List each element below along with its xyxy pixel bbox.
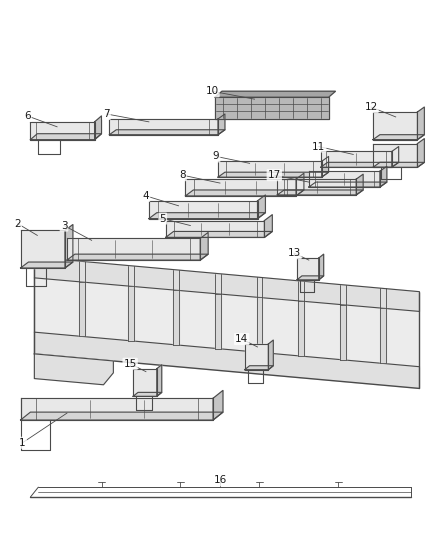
Polygon shape — [417, 107, 424, 140]
Polygon shape — [245, 366, 273, 370]
Text: 14: 14 — [235, 334, 248, 344]
Polygon shape — [149, 201, 258, 219]
Polygon shape — [30, 122, 95, 140]
Polygon shape — [110, 130, 225, 135]
Text: 15: 15 — [124, 359, 137, 369]
Polygon shape — [298, 301, 304, 356]
Polygon shape — [34, 278, 420, 367]
Text: 3: 3 — [61, 221, 67, 231]
Polygon shape — [215, 294, 221, 349]
Polygon shape — [218, 161, 321, 177]
Polygon shape — [268, 340, 273, 370]
Text: 13: 13 — [287, 248, 300, 258]
Polygon shape — [373, 135, 424, 140]
Text: 11: 11 — [312, 142, 325, 151]
Polygon shape — [319, 254, 324, 280]
Text: 9: 9 — [213, 151, 219, 161]
Text: 4: 4 — [143, 191, 149, 201]
Text: 10: 10 — [205, 86, 219, 96]
Polygon shape — [133, 392, 162, 397]
Text: 5: 5 — [159, 214, 166, 224]
Polygon shape — [373, 112, 417, 140]
Polygon shape — [296, 173, 304, 196]
Polygon shape — [133, 369, 157, 397]
Polygon shape — [218, 172, 328, 177]
Text: 8: 8 — [179, 170, 186, 180]
Polygon shape — [380, 166, 387, 187]
Polygon shape — [321, 156, 328, 177]
Polygon shape — [417, 139, 424, 167]
Polygon shape — [297, 276, 324, 280]
Polygon shape — [245, 344, 268, 370]
Polygon shape — [297, 258, 319, 280]
Polygon shape — [258, 195, 265, 219]
Polygon shape — [309, 182, 387, 187]
Polygon shape — [67, 254, 208, 260]
Polygon shape — [166, 221, 265, 237]
Polygon shape — [67, 238, 200, 260]
Polygon shape — [213, 390, 223, 420]
Polygon shape — [380, 308, 386, 364]
Polygon shape — [21, 262, 73, 268]
Polygon shape — [34, 354, 113, 385]
Text: 17: 17 — [268, 170, 281, 180]
Polygon shape — [21, 398, 213, 420]
Polygon shape — [95, 116, 102, 140]
Text: 12: 12 — [364, 102, 378, 112]
Polygon shape — [185, 190, 304, 196]
Polygon shape — [65, 224, 73, 268]
Polygon shape — [157, 365, 162, 397]
Polygon shape — [149, 213, 265, 219]
Polygon shape — [356, 174, 363, 195]
Polygon shape — [392, 147, 399, 167]
Polygon shape — [309, 171, 380, 187]
Text: 16: 16 — [213, 475, 226, 485]
Polygon shape — [128, 286, 134, 341]
Polygon shape — [265, 215, 272, 237]
Polygon shape — [173, 290, 179, 345]
Text: 6: 6 — [24, 111, 31, 121]
Polygon shape — [21, 230, 65, 268]
Polygon shape — [21, 412, 223, 420]
Polygon shape — [277, 190, 363, 195]
Polygon shape — [215, 97, 328, 119]
Text: 1: 1 — [19, 438, 26, 448]
Polygon shape — [34, 332, 420, 389]
Polygon shape — [79, 282, 85, 336]
Polygon shape — [215, 91, 336, 97]
Polygon shape — [321, 163, 399, 167]
Polygon shape — [185, 179, 296, 196]
Polygon shape — [166, 231, 272, 237]
Polygon shape — [373, 163, 424, 167]
Text: 7: 7 — [103, 109, 110, 119]
Polygon shape — [110, 119, 218, 135]
Polygon shape — [373, 143, 417, 167]
Polygon shape — [321, 151, 392, 167]
Text: 2: 2 — [14, 219, 21, 229]
Polygon shape — [257, 297, 262, 352]
Polygon shape — [218, 114, 225, 135]
Polygon shape — [30, 134, 102, 140]
Polygon shape — [200, 232, 208, 260]
Polygon shape — [34, 257, 420, 311]
Polygon shape — [340, 305, 346, 360]
Polygon shape — [277, 179, 356, 195]
